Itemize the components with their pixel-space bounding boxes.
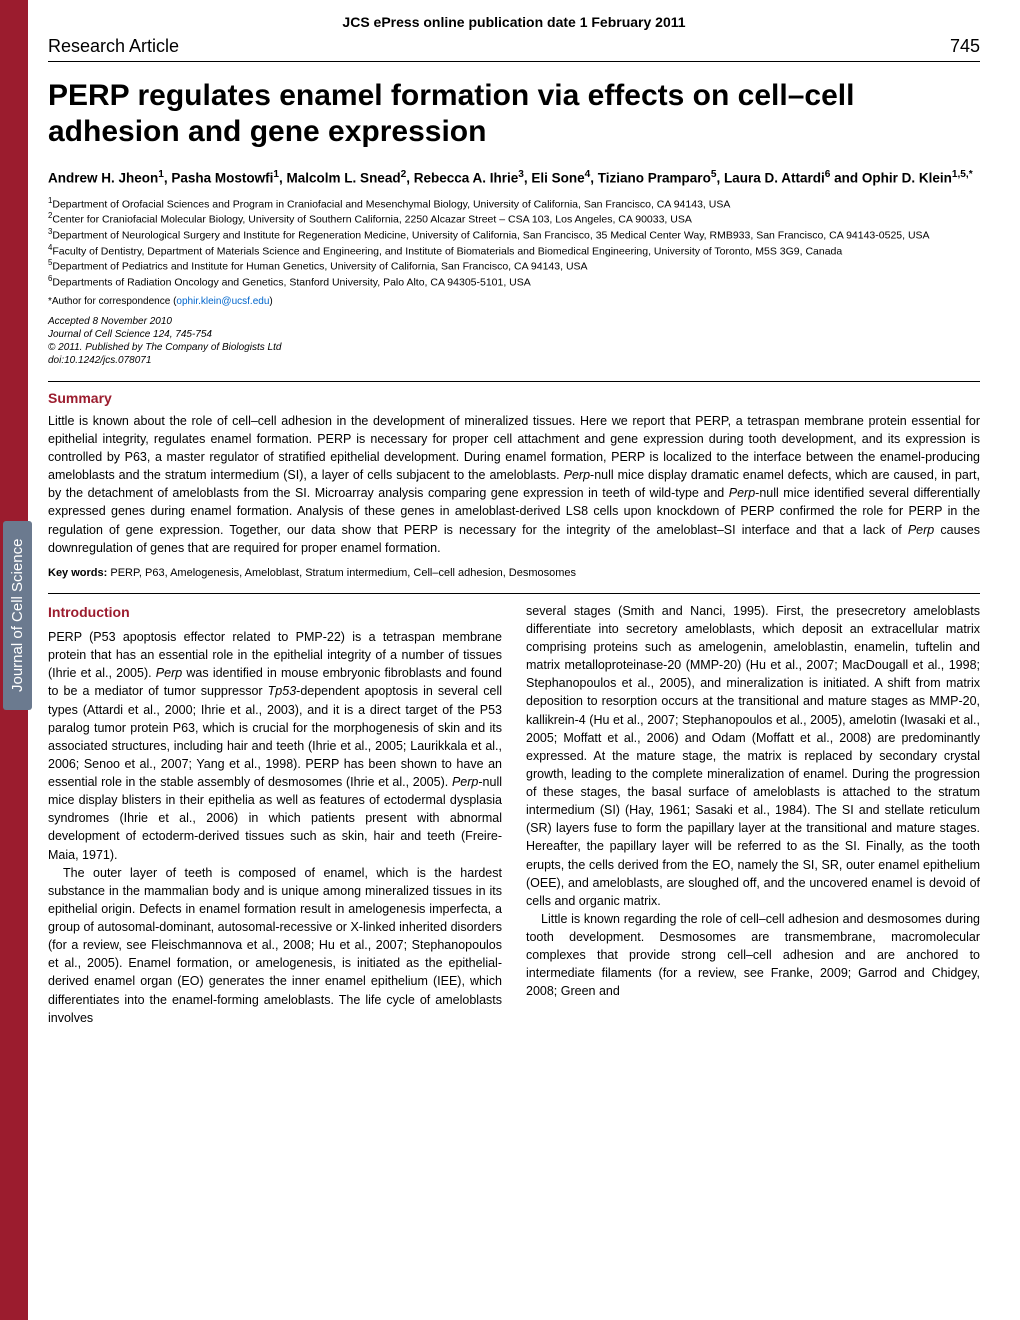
- correspondence-suffix: ): [269, 296, 272, 307]
- page-number: 745: [950, 36, 980, 57]
- author-list: Andrew H. Jheon1, Pasha Mostowfi1, Malco…: [48, 168, 980, 188]
- intro-heading: Introduction: [48, 602, 502, 622]
- correspondence-prefix: *Author for correspondence (: [48, 296, 176, 307]
- rule: [48, 381, 980, 382]
- affiliations: 1Department of Orofacial Sciences and Pr…: [48, 196, 980, 290]
- intro-col-right: several stages (Smith and Nanci, 1995). …: [526, 602, 980, 1027]
- intro-col-left: Introduction PERP (P53 apoptosis effecto…: [48, 602, 502, 1027]
- journal-sidebar-badge: Journal of Cell Science: [3, 521, 32, 710]
- summary-text: Little is known about the role of cell–c…: [48, 412, 980, 557]
- keywords-label: Key words:: [48, 567, 107, 579]
- publication-meta: Accepted 8 November 2010Journal of Cell …: [48, 315, 980, 367]
- keywords: Key words: PERP, P63, Amelogenesis, Amel…: [48, 567, 980, 579]
- keywords-list: PERP, P63, Amelogenesis, Ameloblast, Str…: [110, 567, 576, 579]
- correspondence: *Author for correspondence (ophir.klein@…: [48, 296, 980, 307]
- correspondence-email-link[interactable]: ophir.klein@ucsf.edu: [176, 296, 269, 307]
- article-type: Research Article: [48, 36, 179, 57]
- article-title: PERP regulates enamel formation via effe…: [48, 78, 980, 150]
- summary-heading: Summary: [48, 390, 980, 406]
- epress-header: JCS ePress online publication date 1 Feb…: [48, 0, 980, 36]
- rule: [48, 593, 980, 594]
